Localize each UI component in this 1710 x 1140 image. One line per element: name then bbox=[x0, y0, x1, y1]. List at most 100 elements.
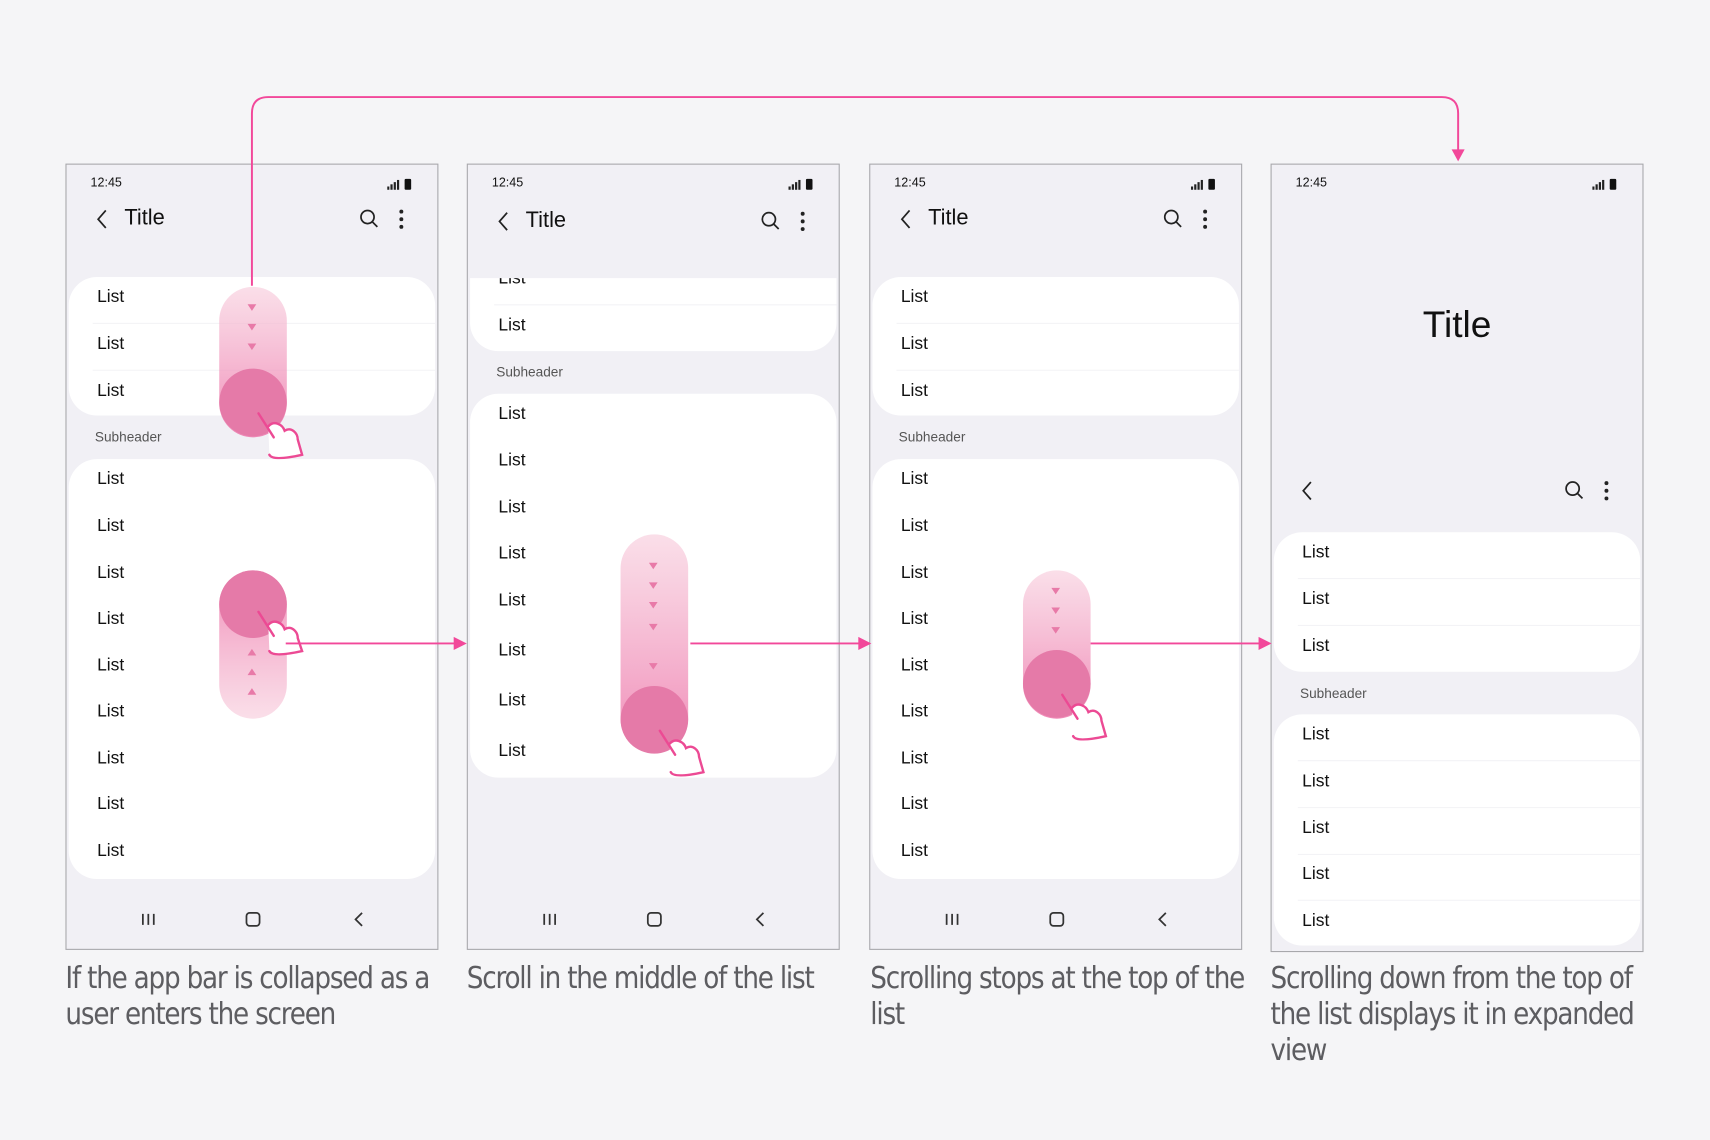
system-navigation-bar bbox=[468, 896, 839, 948]
status-time: 12:45 bbox=[90, 176, 122, 190]
status-time: 12:45 bbox=[1295, 176, 1328, 190]
phone-screen-scroll-stop: 12:45 Title List List List Subheader Lis… bbox=[869, 163, 1243, 950]
list-item[interactable]: List bbox=[498, 404, 526, 424]
arrow-icon bbox=[1451, 149, 1465, 162]
subheader: Subheader bbox=[898, 429, 966, 445]
list-item[interactable]: List bbox=[900, 749, 928, 768]
signal-icon bbox=[387, 178, 412, 190]
list-item[interactable]: List bbox=[1302, 819, 1330, 838]
swipe-hand-icon bbox=[658, 729, 705, 777]
list-item[interactable]: List bbox=[498, 691, 526, 710]
battery-icon bbox=[1208, 178, 1215, 190]
subheader: Subheader bbox=[94, 429, 162, 445]
list-item[interactable]: List bbox=[498, 591, 526, 610]
list-item[interactable]: List bbox=[97, 841, 125, 861]
list-card-main: List List List List List bbox=[1273, 714, 1641, 946]
more-icon[interactable] bbox=[799, 210, 806, 232]
search-icon[interactable] bbox=[1163, 208, 1185, 230]
back-icon[interactable] bbox=[496, 210, 511, 232]
nav-back-icon[interactable] bbox=[350, 911, 367, 928]
phone-screen-expanded: 12:45 Title List List List Subheader Lis… bbox=[1270, 163, 1644, 953]
search-icon[interactable] bbox=[1564, 480, 1586, 502]
list-item[interactable]: List bbox=[1302, 911, 1330, 931]
list-item[interactable]: List bbox=[97, 609, 125, 629]
list-item[interactable]: List bbox=[900, 656, 928, 676]
list-item[interactable]: List bbox=[498, 544, 526, 563]
caption: Scrolling down from the top of the list … bbox=[1270, 959, 1635, 1068]
phone-screen-mid-scroll: 12:45 Title List List Subheader List Lis… bbox=[466, 163, 840, 950]
home-icon[interactable] bbox=[1048, 911, 1065, 928]
status-icons bbox=[387, 177, 413, 197]
list-item[interactable]: List bbox=[498, 498, 526, 517]
list-item[interactable]: List bbox=[498, 451, 526, 471]
recent-apps-icon[interactable] bbox=[541, 911, 558, 928]
battery-icon bbox=[1609, 178, 1617, 190]
status-icons bbox=[1592, 177, 1618, 197]
recent-apps-icon[interactable] bbox=[140, 911, 157, 928]
swipe-down-gesture bbox=[620, 534, 705, 777]
nav-back-icon[interactable] bbox=[1154, 911, 1171, 928]
home-icon[interactable] bbox=[244, 911, 261, 928]
more-icon[interactable] bbox=[1202, 208, 1209, 230]
list-item[interactable]: List bbox=[97, 563, 125, 583]
list-item[interactable]: List bbox=[97, 470, 125, 489]
phone-screen-collapsed-entry: 12:45 Title List List List Subheader Lis… bbox=[65, 163, 439, 950]
list-item[interactable]: List bbox=[1302, 725, 1330, 744]
home-icon[interactable] bbox=[646, 911, 663, 928]
list-item[interactable]: List bbox=[498, 641, 526, 660]
list-item[interactable]: List bbox=[900, 470, 928, 489]
back-icon[interactable] bbox=[95, 208, 110, 230]
list-item[interactable]: List bbox=[1302, 543, 1330, 562]
list-item[interactable]: List bbox=[97, 334, 125, 354]
status-icons bbox=[788, 177, 815, 197]
signal-icon bbox=[788, 178, 813, 190]
system-navigation-bar bbox=[67, 896, 438, 948]
list-item[interactable]: List bbox=[900, 702, 928, 721]
signal-icon bbox=[1592, 178, 1617, 190]
list-item[interactable]: List bbox=[97, 656, 125, 676]
status-time: 12:45 bbox=[894, 176, 926, 190]
caption: Scroll in the middle of the list bbox=[466, 959, 815, 996]
back-icon[interactable] bbox=[1300, 480, 1315, 502]
search-icon[interactable] bbox=[760, 210, 782, 232]
list-card-top: List List List bbox=[1273, 532, 1641, 672]
list-item[interactable]: List bbox=[900, 287, 928, 307]
nav-back-icon[interactable] bbox=[751, 911, 768, 928]
list-item[interactable]: List bbox=[97, 749, 125, 768]
list-item[interactable]: List bbox=[900, 563, 928, 583]
expanded-app-bar-title: Title bbox=[1422, 304, 1492, 346]
list-item[interactable]: List bbox=[97, 287, 125, 307]
more-icon[interactable] bbox=[398, 208, 405, 230]
list-item[interactable]: List bbox=[498, 316, 526, 335]
status-time: 12:45 bbox=[491, 176, 524, 190]
list-card-top: List List bbox=[470, 278, 837, 352]
status-icons bbox=[1190, 177, 1217, 197]
app-bar-title: Title bbox=[525, 208, 567, 233]
system-navigation-bar bbox=[870, 896, 1241, 948]
list-item[interactable]: List bbox=[1302, 864, 1330, 884]
list-item[interactable]: List bbox=[900, 609, 928, 629]
list-item[interactable]: List bbox=[498, 278, 526, 288]
more-icon[interactable] bbox=[1603, 480, 1610, 502]
list-item[interactable]: List bbox=[1302, 772, 1330, 791]
list-item[interactable]: List bbox=[900, 381, 928, 401]
back-icon[interactable] bbox=[899, 208, 914, 230]
list-item[interactable]: List bbox=[97, 795, 125, 814]
list-item[interactable]: List bbox=[1302, 590, 1330, 609]
arrow-icon bbox=[453, 636, 467, 650]
subheader: Subheader bbox=[496, 364, 563, 380]
list-item[interactable]: List bbox=[900, 334, 928, 354]
battery-icon bbox=[404, 178, 412, 190]
swipe-hand-icon bbox=[1061, 693, 1108, 741]
search-icon[interactable] bbox=[359, 208, 381, 230]
list-item[interactable]: List bbox=[498, 741, 526, 761]
list-item[interactable]: List bbox=[97, 381, 125, 401]
list-item[interactable]: List bbox=[97, 702, 125, 721]
recent-apps-icon[interactable] bbox=[943, 911, 960, 928]
list-item[interactable]: List bbox=[1302, 636, 1330, 656]
list-item[interactable]: List bbox=[97, 516, 125, 536]
list-item[interactable]: List bbox=[900, 516, 928, 536]
list-item[interactable]: List bbox=[900, 841, 928, 861]
list-item[interactable]: List bbox=[900, 795, 928, 814]
